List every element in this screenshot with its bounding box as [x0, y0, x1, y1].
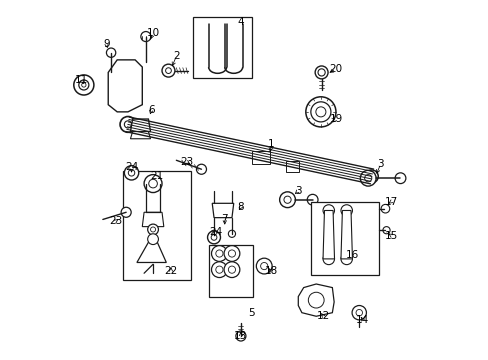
- Text: 8: 8: [237, 202, 244, 212]
- Polygon shape: [212, 203, 233, 218]
- Circle shape: [235, 331, 245, 341]
- Circle shape: [317, 69, 325, 76]
- Circle shape: [256, 258, 271, 274]
- Circle shape: [351, 306, 366, 320]
- Circle shape: [210, 230, 217, 237]
- Circle shape: [284, 196, 290, 203]
- Text: 21: 21: [150, 171, 163, 181]
- Text: 12: 12: [316, 311, 329, 321]
- Text: 22: 22: [164, 266, 177, 276]
- Text: 16: 16: [345, 250, 358, 260]
- Circle shape: [279, 192, 295, 208]
- Circle shape: [308, 292, 324, 308]
- Text: 11: 11: [75, 75, 88, 85]
- Text: 4: 4: [237, 17, 244, 27]
- Text: 24: 24: [209, 227, 222, 237]
- Circle shape: [215, 266, 223, 273]
- Circle shape: [260, 262, 267, 270]
- Circle shape: [147, 234, 158, 244]
- Circle shape: [305, 97, 335, 127]
- Circle shape: [128, 170, 135, 176]
- Circle shape: [79, 80, 89, 90]
- Circle shape: [124, 166, 139, 180]
- Circle shape: [340, 253, 352, 265]
- Polygon shape: [298, 284, 333, 316]
- Circle shape: [228, 250, 235, 257]
- Text: 23: 23: [180, 157, 193, 167]
- Circle shape: [207, 231, 220, 244]
- Circle shape: [106, 48, 116, 57]
- Text: 10: 10: [146, 28, 159, 38]
- Circle shape: [144, 175, 162, 193]
- Circle shape: [310, 102, 330, 122]
- Text: 15: 15: [384, 231, 397, 240]
- Circle shape: [211, 234, 217, 240]
- Text: 23: 23: [108, 216, 122, 226]
- Circle shape: [355, 310, 362, 316]
- Polygon shape: [340, 211, 352, 259]
- Circle shape: [150, 227, 155, 232]
- Text: 6: 6: [148, 105, 154, 115]
- Polygon shape: [130, 132, 150, 139]
- Text: 19: 19: [328, 114, 342, 124]
- Circle shape: [120, 117, 136, 132]
- Circle shape: [314, 66, 327, 79]
- Polygon shape: [323, 211, 334, 259]
- Text: 18: 18: [264, 266, 278, 276]
- Circle shape: [81, 83, 86, 87]
- Circle shape: [74, 75, 94, 95]
- Circle shape: [394, 173, 405, 184]
- Circle shape: [211, 246, 227, 261]
- Polygon shape: [286, 161, 299, 172]
- Bar: [192, 17, 251, 78]
- Circle shape: [368, 174, 374, 179]
- Text: 3: 3: [294, 186, 301, 196]
- Circle shape: [323, 253, 334, 265]
- Text: 1: 1: [267, 139, 274, 149]
- Circle shape: [211, 262, 227, 278]
- Circle shape: [121, 207, 131, 217]
- Polygon shape: [108, 60, 142, 112]
- Circle shape: [147, 224, 158, 235]
- Circle shape: [196, 164, 206, 174]
- Bar: [208, 244, 253, 297]
- Polygon shape: [142, 212, 163, 226]
- Text: 5: 5: [248, 308, 254, 318]
- Text: 7: 7: [221, 215, 227, 224]
- Text: 9: 9: [103, 39, 109, 49]
- Text: 20: 20: [329, 64, 342, 74]
- Circle shape: [228, 266, 235, 273]
- Circle shape: [306, 194, 317, 205]
- Text: 2: 2: [173, 51, 179, 61]
- Polygon shape: [137, 239, 166, 262]
- Bar: [122, 171, 190, 280]
- Circle shape: [364, 175, 371, 182]
- Circle shape: [224, 246, 239, 261]
- Polygon shape: [130, 119, 150, 132]
- Text: 24: 24: [124, 162, 138, 172]
- Circle shape: [141, 32, 151, 41]
- Text: 14: 14: [355, 315, 369, 325]
- Circle shape: [224, 262, 239, 278]
- Circle shape: [215, 250, 223, 257]
- Text: 13: 13: [234, 331, 247, 341]
- Bar: [310, 202, 378, 275]
- Circle shape: [380, 204, 389, 213]
- Circle shape: [382, 226, 389, 234]
- Circle shape: [165, 68, 171, 73]
- Text: 17: 17: [384, 197, 397, 207]
- Circle shape: [340, 205, 352, 216]
- Circle shape: [365, 170, 378, 183]
- Circle shape: [124, 121, 131, 128]
- Circle shape: [360, 170, 375, 186]
- Text: 3: 3: [377, 159, 383, 169]
- Circle shape: [148, 179, 157, 188]
- Circle shape: [315, 107, 325, 117]
- Polygon shape: [251, 151, 269, 164]
- Circle shape: [228, 230, 235, 237]
- Circle shape: [162, 64, 175, 77]
- Circle shape: [323, 205, 334, 216]
